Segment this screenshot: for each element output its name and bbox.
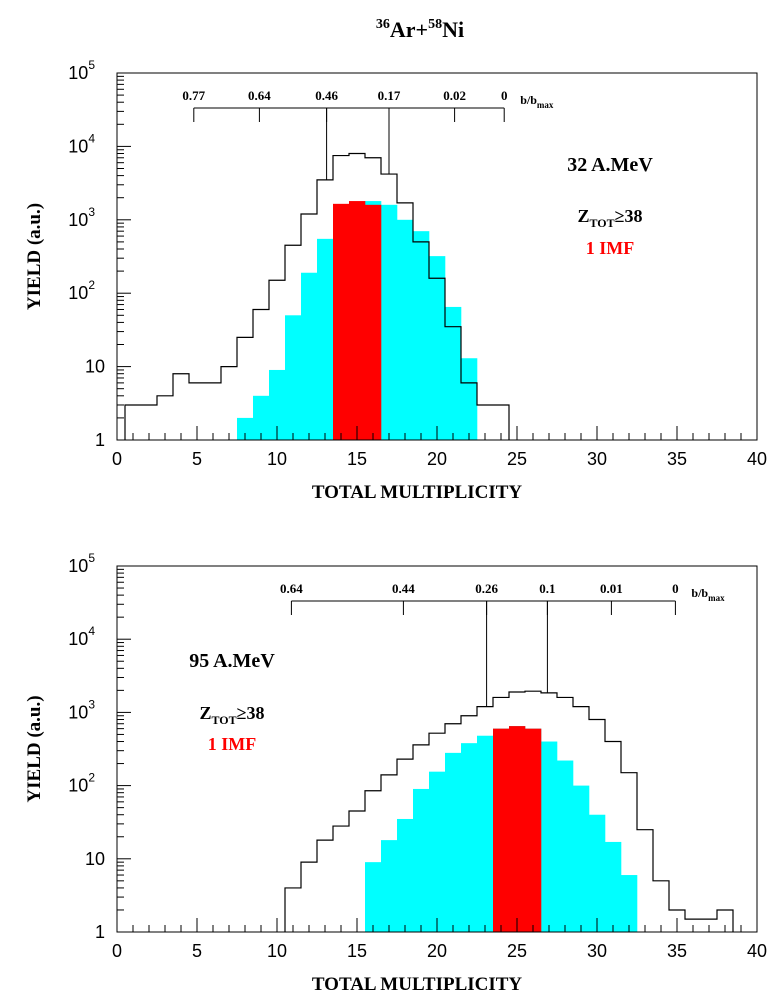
top-cyan-bar	[301, 272, 318, 440]
top-cyan-bar	[445, 306, 462, 440]
bottom-imf-label: 1 IMF	[208, 734, 257, 754]
bottom-cyan-bar	[541, 741, 558, 932]
top-cyan-bar	[285, 315, 302, 440]
bottom-x-tick-label: 10	[267, 941, 287, 961]
bottom-y-axis-label: YIELD (a.u.)	[24, 695, 45, 802]
top-y-tick-label: 10	[85, 357, 105, 377]
bottom-ztot-label: ZTOT≥38	[199, 703, 264, 727]
bottom-cyan-bar	[589, 814, 606, 932]
bottom-x-tick-label: 35	[667, 941, 687, 961]
bottom-impact-scale-label: 0.26	[475, 581, 498, 596]
top-x-tick-label: 10	[267, 449, 287, 469]
bottom-cyan-bar	[461, 743, 478, 932]
top-impact-scale-label: 0.17	[378, 88, 401, 103]
top-panel: 0 5 10 15 20 25 30 35 40 1 10 102 103 104 105 TOTAL MUL…	[24, 58, 767, 503]
bottom-y-tick-label: 103	[68, 697, 95, 722]
top-imf-label: 1 IMF	[586, 238, 635, 258]
bottom-energy-label: 95 A.MeV	[189, 650, 275, 672]
top-x-tick-label: 0	[112, 449, 122, 469]
bottom-y-tick-label: 104	[68, 624, 95, 649]
top-cyan-bar	[381, 204, 398, 440]
top-impact-scale-label: 0.77	[182, 88, 205, 103]
bottom-cyan-bar	[621, 875, 638, 932]
bottom-y-tick-label: 1	[95, 922, 105, 942]
top-outline-histogram	[124, 152, 510, 440]
top-y-tick-label: 1	[95, 430, 105, 450]
top-impact-scale-label: 0.64	[248, 88, 271, 103]
top-x-tick-label: 5	[192, 449, 202, 469]
bottom-cyan-bar	[605, 841, 622, 932]
bottom-y-tick-label: 102	[68, 771, 95, 796]
top-y-axis-label: YIELD (a.u.)	[24, 203, 45, 310]
top-x-axis-label: TOTAL MULTIPLICITY	[312, 482, 523, 503]
bottom-x-tick-label: 30	[587, 941, 607, 961]
top-cyan-bar	[413, 231, 430, 440]
top-red-bar	[349, 201, 366, 440]
bottom-cyan-bar	[573, 785, 590, 932]
bottom-cyan-bar	[429, 771, 446, 932]
bottom-x-axis-label: TOTAL MULTIPLICITY	[312, 974, 523, 995]
top-cyan-bar	[253, 395, 270, 440]
bottom-cyan-bar	[397, 818, 414, 932]
bottom-cyan-bar	[381, 840, 398, 932]
top-impact-scale-label: 0.02	[443, 88, 466, 103]
bottom-x-tick-label: 0	[112, 941, 122, 961]
target-symbol: Ni	[442, 17, 464, 42]
bottom-x-tick-label: 25	[507, 941, 527, 961]
top-cyan-bar	[397, 219, 414, 440]
bottom-impact-scale-label: 0.44	[392, 581, 415, 596]
bottom-red-bar	[525, 728, 542, 932]
bottom-x-tick-label: 20	[427, 941, 447, 961]
top-impact-scale-label: 0	[501, 88, 508, 103]
bottom-x-tick-label: 15	[347, 941, 367, 961]
top-cyan-bar	[269, 369, 286, 440]
top-x-tick-label: 40	[747, 449, 767, 469]
top-cyan-bar	[429, 256, 446, 440]
bottom-cyan-bar	[477, 735, 494, 932]
figure-title: 36Ar+58Ni	[376, 17, 464, 42]
top-y-tick-label: 103	[68, 205, 95, 230]
bottom-impact-scale-label: 0.64	[280, 581, 303, 596]
top-x-tick-label: 35	[667, 449, 687, 469]
top-x-tick-label: 15	[347, 449, 367, 469]
bottom-y-tick-label: 10	[85, 849, 105, 869]
top-ztot-label: ZTOT≥38	[577, 206, 642, 230]
projectile-mass: 36	[376, 17, 390, 32]
top-cyan-bar	[237, 417, 254, 440]
bottom-red-bar	[509, 726, 526, 932]
bottom-cyan-bar	[413, 788, 430, 932]
bottom-x-tick-label: 5	[192, 941, 202, 961]
bottom-x-tick-label: 40	[747, 941, 767, 961]
bottom-impact-scale-label: 0	[672, 581, 679, 596]
bottom-impact-scale-title: b/bmax	[691, 586, 725, 603]
top-y-tick-label: 102	[68, 278, 95, 303]
bottom-y-tick-label: 105	[68, 551, 95, 576]
projectile-symbol: Ar+	[390, 17, 428, 42]
top-y-tick-label: 105	[68, 58, 95, 83]
target-mass: 58	[428, 17, 442, 32]
top-red-bar	[365, 204, 382, 440]
top-cyan-bar	[317, 238, 334, 440]
top-x-tick-label: 30	[587, 449, 607, 469]
bottom-impact-scale-label: 0.1	[539, 581, 555, 596]
top-impact-scale-label: 0.46	[315, 88, 338, 103]
bottom-panel: 0 5 10 15 20 25 30 35 40 1 10 102 103 104 105 TOTAL MUL…	[24, 551, 767, 995]
top-x-tick-label: 20	[427, 449, 447, 469]
bottom-outline-histogram	[284, 690, 734, 932]
top-cyan-bar	[461, 358, 478, 440]
bottom-red-bar	[493, 728, 510, 932]
top-x-tick-label: 25	[507, 449, 527, 469]
top-energy-label: 32 A.MeV	[567, 154, 653, 176]
bottom-cyan-bar	[365, 862, 382, 932]
top-red-bar	[333, 203, 350, 440]
bottom-impact-scale-label: 0.01	[600, 581, 623, 596]
bottom-cyan-bar	[445, 752, 462, 932]
top-impact-scale-title: b/bmax	[520, 93, 554, 110]
top-y-tick-label: 104	[68, 131, 95, 156]
bottom-cyan-bar	[557, 760, 574, 932]
